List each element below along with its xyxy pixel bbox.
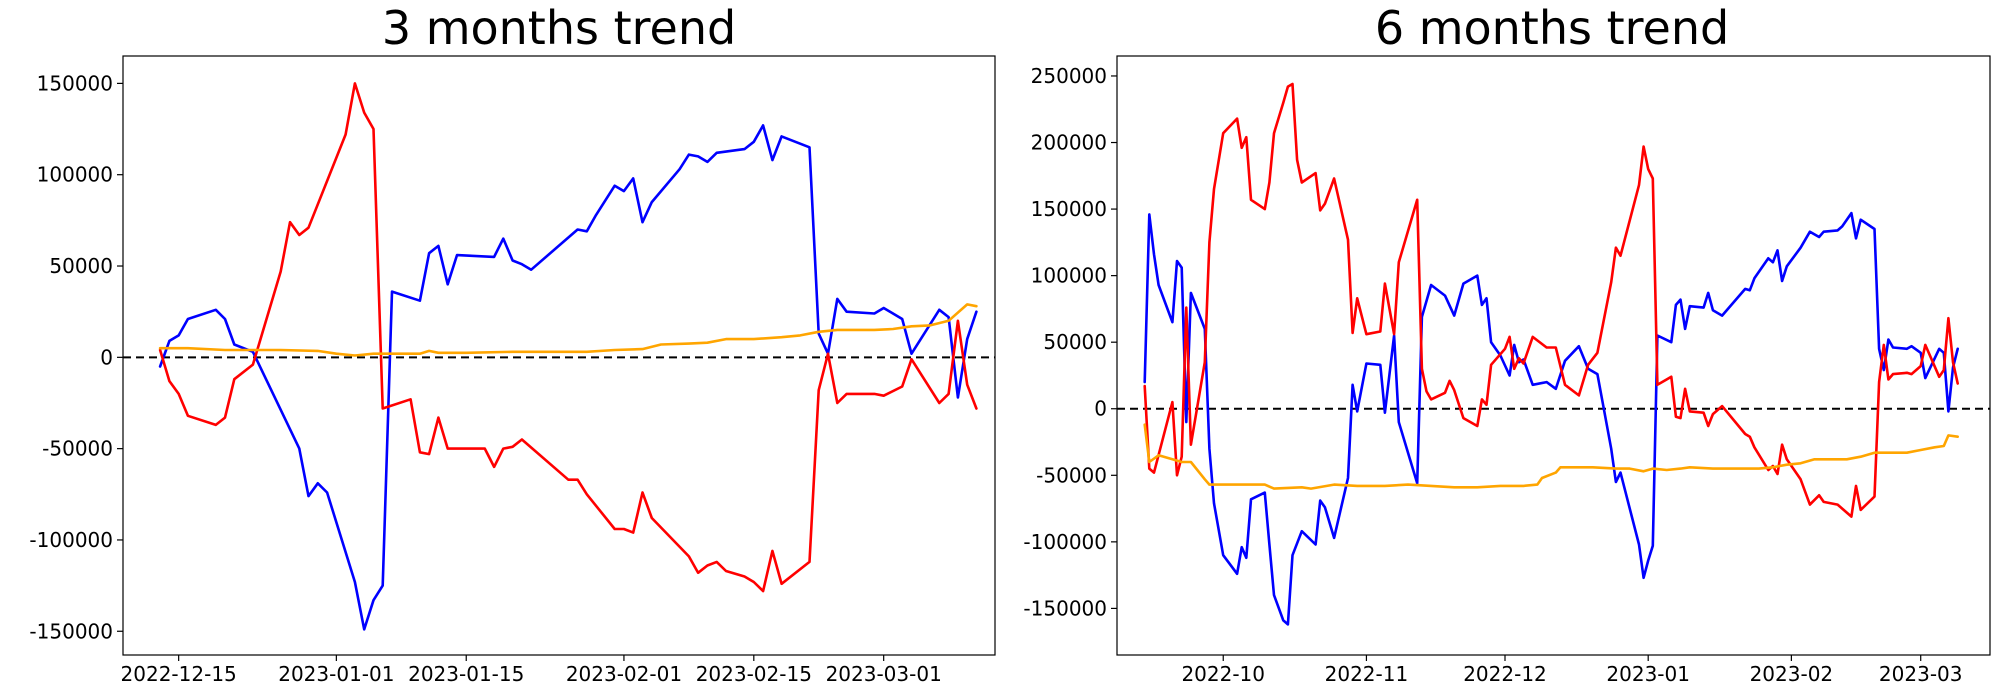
chart-panel-2: 6 months trend 250000 200000 150000 100000 50… [1023,1,1991,686]
y-tick-label: -100000 [1023,530,1107,554]
plot-frame [122,55,996,656]
chart-title: 3 months trend [382,1,736,55]
y-tick-label: -50000 [42,437,113,461]
chart-panel-1: 3 months trend 150000 100000 50000 0 -50000 -1… [29,1,996,686]
y-tick-label: -150000 [29,619,113,643]
plot-frame [1116,55,1991,656]
series-line-1 [158,124,978,631]
series-line-2 [158,82,978,593]
y-tick-label: 100000 [37,163,113,187]
x-tick-label: 2023-02-01 [566,662,682,686]
series-line-3 [158,303,978,357]
y-tick-label: -50000 [1036,463,1107,487]
x-tick-label: 2023-01-15 [408,662,524,686]
x-tick-label: 2022-12-15 [121,662,237,686]
y-tick-label: -150000 [1023,596,1107,620]
y-tick-label: 0 [100,345,113,369]
x-tick-label: 2022-12 [1463,662,1547,686]
x-tick-label: 2022-11 [1325,662,1409,686]
y-tick-label: 50000 [1043,330,1107,354]
y-tick-label: 100000 [1031,264,1107,288]
chart-title: 6 months trend [1375,1,1729,55]
y-tick-label: 50000 [49,254,113,278]
y-tick-label: 250000 [1031,64,1107,88]
y-tick-label: -100000 [29,528,113,552]
plot-area [1117,82,1990,626]
x-tick-label: 2023-02-15 [696,662,812,686]
x-tick-label: 2023-02 [1750,662,1834,686]
y-tick-label: 200000 [1031,131,1107,155]
x-tick-label: 2023-03-01 [826,662,942,686]
y-tick-label: 150000 [37,71,113,95]
x-tick-label: 2023-01-01 [278,662,394,686]
series-line-3 [1143,423,1959,490]
series-line-1 [1143,211,1959,626]
x-tick-label: 2023-03 [1879,662,1963,686]
plot-area [123,82,995,631]
y-tick-label: 0 [1094,397,1107,421]
series-line-2 [1143,82,1959,518]
y-tick-label: 150000 [1031,197,1107,221]
x-tick-label: 2023-01 [1606,662,1690,686]
x-tick-label: 2022-10 [1181,662,1265,686]
